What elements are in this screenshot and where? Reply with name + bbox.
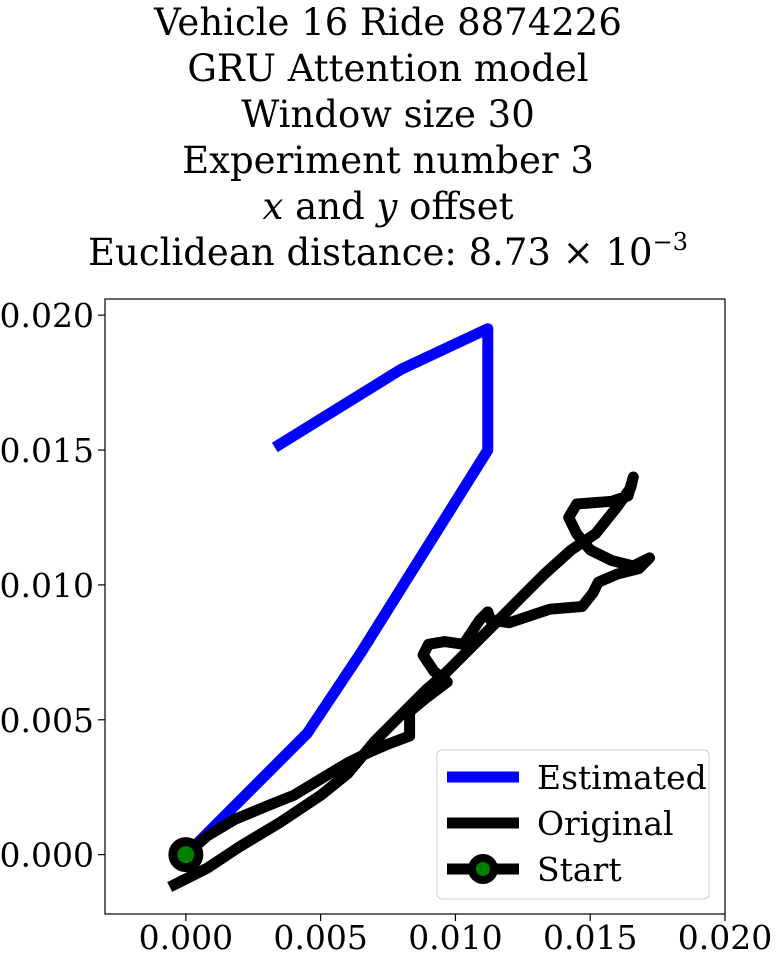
title-line-2: GRU Attention model [187, 47, 589, 90]
legend-box [436, 749, 710, 900]
legend-estimated-label: Estimated [537, 758, 707, 797]
title-line-3: Window size 30 [241, 93, 535, 136]
title-and: and [283, 185, 377, 228]
title-line-6: Euclidean distance: 8.73 × 10−3 [0, 230, 776, 276]
y-tick-label: 0.020 [0, 296, 94, 335]
title-distance-exponent: −3 [652, 228, 688, 256]
chart-title: Vehicle 16 Ride 8874226 GRU Attention mo… [0, 0, 776, 276]
x-tick-label: 0.000 [139, 918, 233, 957]
title-y-var: y [376, 185, 398, 228]
legend-start-label: Start [537, 850, 622, 889]
series-estimated-line [182, 323, 494, 859]
start-marker [168, 837, 204, 873]
legend-original-label: Original [537, 804, 674, 843]
title-offset: offset [397, 185, 514, 228]
plot-lines [167, 323, 655, 892]
x-tick-label: 0.020 [678, 918, 772, 957]
plot-frame [104, 298, 726, 915]
title-distance: Euclidean distance: 8.73 × 10 [88, 231, 653, 274]
legend-start-marker [468, 854, 498, 884]
y-axis: 0.000 0.005 0.010 0.015 0.020 [0, 296, 105, 875]
start-point [168, 837, 204, 873]
series-original-line [167, 471, 655, 892]
x-tick-label: 0.015 [543, 918, 637, 957]
x-tick-label: 0.010 [408, 918, 502, 957]
y-tick-label: 0.005 [0, 701, 94, 740]
title-line-4: Experiment number 3 [182, 139, 594, 182]
title-line-1: Vehicle 16 Ride 8874226 [154, 1, 622, 44]
y-tick-label: 0.015 [0, 431, 94, 470]
legend: Estimated Original Start [436, 749, 710, 900]
title-line-5: x and y offset [0, 184, 776, 230]
x-axis: 0.000 0.005 0.010 0.015 0.020 [139, 914, 772, 957]
y-tick-label: 0.000 [0, 836, 94, 875]
x-tick-label: 0.005 [273, 918, 367, 957]
title-x-var: x [262, 185, 284, 228]
y-tick-label: 0.010 [0, 566, 94, 605]
